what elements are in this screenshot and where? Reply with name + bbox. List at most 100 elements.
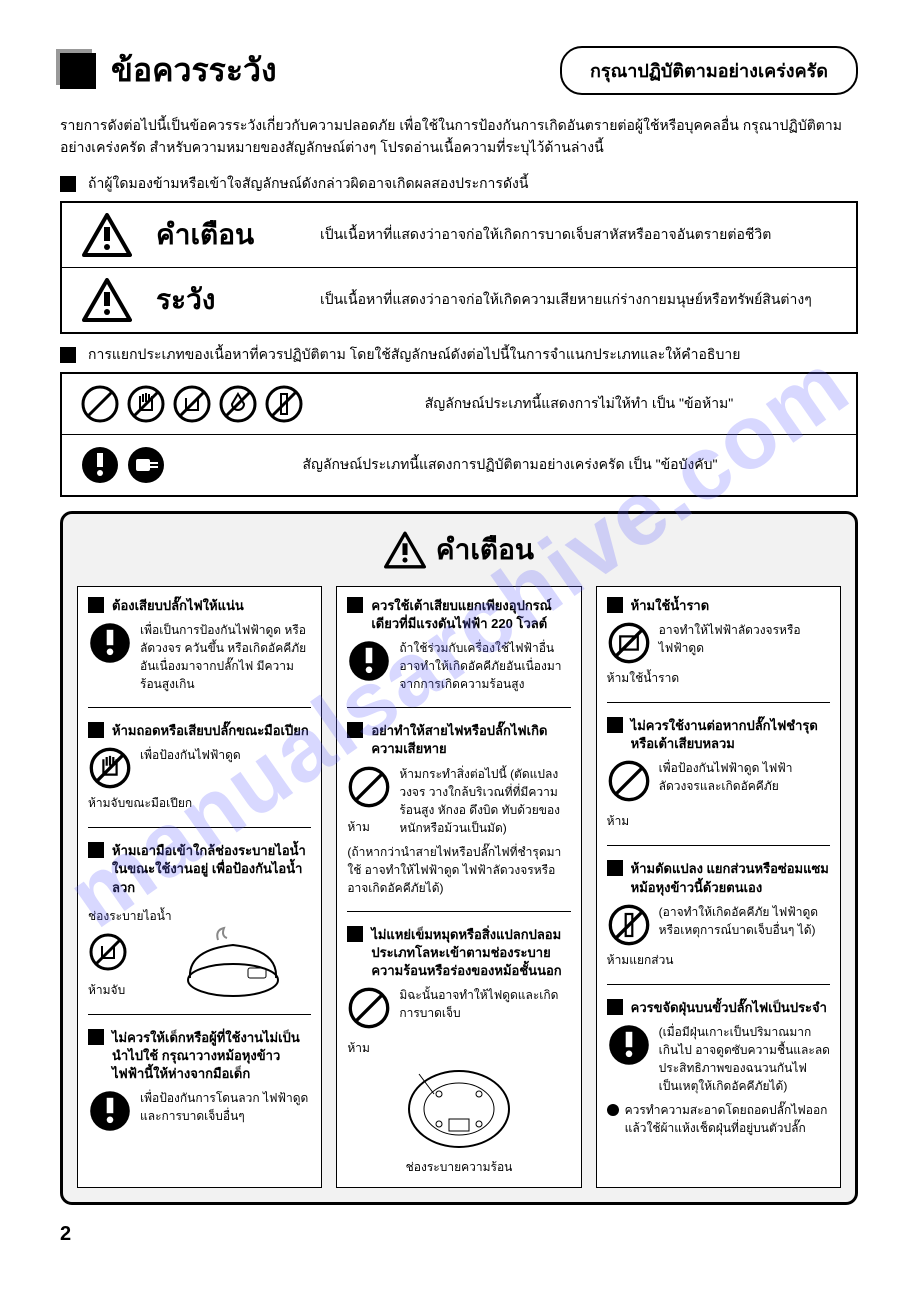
subhead-1-text: ถ้าผู้ใดมองข้ามหรือเข้าใจสัญลักษณ์ดังกล่…	[88, 173, 528, 195]
bullet-icon	[60, 347, 76, 363]
bullet-dot-icon	[607, 1104, 619, 1116]
item-text: (อาจทำให้เกิดอัคคีภัย ไฟฟ้าดูด หรือเหตุก…	[659, 903, 830, 939]
item-title: ไม่ควรให้เด็กหรือผู้ที่ใช้งานไม่เป็นนำไป…	[112, 1029, 311, 1084]
item-text: เพื่อเป็นการป้องกันไฟฟ้าดูด หรือลัดวงจร …	[140, 621, 311, 693]
bullet-icon	[88, 722, 104, 738]
item-title: อย่าทำให้สายไฟหรือปลั๊กไฟเกิดความเสียหาย	[371, 722, 570, 758]
caution-desc: เป็นเนื้อหาที่แสดงว่าอาจก่อให้เกิดความเส…	[320, 289, 836, 311]
item-text: เพื่อป้องกันการโดนลวก ไฟฟ้าดูดและการบาดเ…	[140, 1089, 311, 1125]
warning-row: คำเตือน เป็นเนื้อหาที่แสดงว่าอาจก่อให้เก…	[62, 203, 856, 267]
bullet-icon	[347, 926, 363, 942]
item-title: ต้องเสียบปลั๊กไฟให้แน่น	[112, 597, 244, 615]
warning-desc: เป็นเนื้อหาที่แสดงว่าอาจก่อให้เกิดการบาด…	[320, 224, 836, 246]
item-title: ควรขจัดฝุ่นบนขั้วปลั๊กไฟเป็นประจำ	[631, 999, 827, 1017]
item-title: ห้ามดัดแปลง แยกส่วนหรือซ่อมแซมหม้อหุงข้า…	[631, 860, 830, 896]
mandatory-row: สัญลักษณ์ประเภทนี้แสดงการปฏิบัติตามอย่าง…	[62, 434, 856, 495]
item-no-water-splash: ห้ามใช้น้ำราด อาจทำให้ไฟฟ้าลัดวงจรหรือไฟ…	[607, 597, 830, 688]
item-title: ไม่แหย่เข็มหมุดหรือสิ่งแปลกปลอมประเภทโลห…	[371, 926, 570, 981]
item-title: ห้ามถอดหรือเสียบปลั๊กขณะมือเปียก	[112, 722, 309, 740]
item-text: เพื่อป้องกันไฟฟ้าดูด ไฟฟ้าลัดวงจรและเกิด…	[659, 759, 830, 795]
no-touch-icon	[88, 932, 128, 972]
prohibition-desc: สัญลักษณ์ประเภทนี้แสดงการไม่ให้ทำ เป็น "…	[320, 393, 838, 415]
item-no-steam-hand: ห้ามเอามือเข้าใกล้ช่องระบายไอน้ำในขณะใช้…	[88, 842, 311, 1000]
item-keep-from-children: ไม่ควรให้เด็กหรือผู้ที่ใช้งานไม่เป็นนำไป…	[88, 1029, 311, 1134]
warning-triangle-icon	[384, 531, 426, 569]
item-no-cord-damage: อย่าทำให้สายไฟหรือปลั๊กไฟเกิดความเสียหาย…	[347, 722, 570, 896]
bullet-icon	[60, 176, 76, 192]
title-square-icon	[60, 53, 96, 89]
no-wet-hand-icon	[88, 746, 132, 790]
warning-col-2: ควรใช้เต้าเสียบแยกเพียงอุปกรณ์เดียวที่มี…	[336, 586, 581, 1188]
item-no-damaged-plug: ไม่ควรใช้งานต่อหากปลั๊กไฟชำรุดหรือเต้าเส…	[607, 717, 830, 831]
item-dedicated-outlet: ควรใช้เต้าเสียบแยกเพียงอุปกรณ์เดียวที่มี…	[347, 597, 570, 693]
item-no-metal-insert: ไม่แหย่เข็มหมุดหรือสิ่งแปลกปลอมประเภทโลห…	[347, 926, 570, 1178]
warning-panel-title: คำเตือน	[436, 528, 534, 572]
caution-row: ระวัง เป็นเนื้อหาที่แสดงว่าอาจก่อให้เกิด…	[62, 267, 856, 332]
no-disassemble-icon	[264, 384, 304, 424]
subhead-1: ถ้าผู้ใดมองข้ามหรือเข้าใจสัญลักษณ์ดังกล่…	[60, 173, 858, 195]
bullet-icon	[347, 597, 363, 613]
item-title: ห้ามเอามือเข้าใกล้ช่องระบายไอน้ำในขณะใช้…	[112, 842, 311, 897]
prohibit-icon	[347, 765, 391, 809]
no-water-icon	[607, 621, 651, 665]
item-caption: ห้ามจับ	[88, 981, 172, 1000]
bullet-icon	[607, 597, 623, 613]
item-caption: ห้ามจับขณะมือเปียก	[88, 794, 311, 813]
item-text: ถ้าใช้ร่วมกับเครื่องใช้ไฟฟ้าอื่น อาจทำให…	[399, 639, 570, 693]
bullet-icon	[88, 842, 104, 858]
item-clean-plug-dust: ควรขจัดฝุ่นบนขั้วปลั๊กไฟเป็นประจำ (เมื่อ…	[607, 999, 830, 1137]
item-caption: ห้าม	[607, 812, 651, 831]
mandatory-icon	[80, 445, 120, 485]
intro-text: รายการดังต่อไปนี้เป็นข้อควรระวังเกี่ยวกั…	[60, 114, 858, 159]
item-text: เพื่อป้องกันไฟฟ้าดูด	[140, 746, 241, 764]
warning-panel: คำเตือน ต้องเสียบปลั๊กไฟให้แน่น เพื่อเป็…	[60, 511, 858, 1205]
item-text: มิฉะนั้นอาจทำให้ไฟดูดและเกิดการบาดเจ็บ	[399, 986, 570, 1022]
no-disassemble-icon	[607, 903, 651, 947]
item-note: (ถ้าหากว่านำสายไฟหรือปลั๊กไฟที่ชำรุดมาใช…	[347, 843, 570, 897]
item-plug-firmly: ต้องเสียบปลั๊กไฟให้แน่น เพื่อเป็นการป้อง…	[88, 597, 311, 693]
warning-col-3: ห้ามใช้น้ำราด อาจทำให้ไฟฟ้าลัดวงจรหรือไฟ…	[596, 586, 841, 1188]
mandatory-icon	[347, 639, 391, 683]
item-text: อาจทำให้ไฟฟ้าลัดวงจรหรือไฟฟ้าดูด	[659, 621, 830, 657]
page-title: ข้อควรระวัง	[111, 45, 277, 96]
item-text: ห้ามกระทำสิ่งต่อไปนี้ (ตัดแปลงวงจร วางใก…	[399, 765, 570, 837]
bullet-icon	[607, 860, 623, 876]
warning-label: คำเตือน	[156, 213, 296, 257]
item-title: ไม่ควรใช้งานต่อหากปลั๊กไฟชำรุดหรือเต้าเส…	[631, 717, 830, 753]
bullet-icon	[607, 999, 623, 1015]
bullet-icon	[347, 722, 363, 738]
header: ข้อควรระวัง กรุณาปฏิบัติตามอย่างเคร่งครั…	[60, 45, 858, 96]
warning-triangle-icon	[82, 213, 132, 257]
instruction-pill: กรุณาปฏิบัติตามอย่างเคร่งครัด	[560, 46, 858, 95]
subhead-2: การแยกประเภทของเนื้อหาที่ควรปฏิบัติตาม โ…	[60, 344, 858, 366]
warning-panel-header: คำเตือน	[77, 528, 841, 572]
prohibition-row: สัญลักษณ์ประเภทนี้แสดงการไม่ให้ทำ เป็น "…	[62, 374, 856, 434]
subhead-2-text: การแยกประเภทของเนื้อหาที่ควรปฏิบัติตาม โ…	[88, 344, 740, 366]
item-no-disassemble: ห้ามดัดแปลง แยกส่วนหรือซ่อมแซมหม้อหุงข้า…	[607, 860, 830, 969]
item-title: ควรใช้เต้าเสียบแยกเพียงอุปกรณ์เดียวที่มี…	[371, 597, 570, 633]
item-caption: ห้ามแยกส่วน	[607, 951, 830, 970]
item-caption: ห้าม	[347, 1039, 391, 1058]
bullet-icon	[88, 1029, 104, 1045]
page-number: 2	[60, 1223, 858, 1246]
item-text: (เมื่อมีฝุ่นเกาะเป็นปริมาณมากเกินไป อาจด…	[659, 1023, 830, 1095]
item-caption: ห้าม	[347, 818, 391, 837]
caution-label: ระวัง	[156, 278, 296, 322]
mandatory-icon	[88, 621, 132, 665]
mandatory-icon	[88, 1089, 132, 1133]
bullet-icon	[607, 717, 623, 733]
prohibit-icon	[607, 759, 651, 803]
item-title: ห้ามใช้น้ำราด	[631, 597, 710, 615]
symbol-legend-box: สัญลักษณ์ประเภทนี้แสดงการไม่ให้ทำ เป็น "…	[60, 372, 858, 497]
rice-cooker-icon	[178, 920, 288, 1000]
no-water-icon	[218, 384, 258, 424]
mandatory-icon	[607, 1023, 651, 1067]
item-caption: ห้ามใช้น้ำราด	[607, 669, 830, 688]
bullet-icon	[88, 597, 104, 613]
warning-col-1: ต้องเสียบปลั๊กไฟให้แน่น เพื่อเป็นการป้อง…	[77, 586, 322, 1188]
heat-vent-label: ช่องระบายความร้อน	[347, 1158, 570, 1177]
prohibit-icon	[347, 986, 391, 1030]
unplug-icon	[126, 445, 166, 485]
item-note: ควรทำความสะอาดโดยถอดปลั๊กไฟออก แล้วใช้ผ้…	[625, 1101, 830, 1137]
item-no-wet-hand: ห้ามถอดหรือเสียบปลั๊กขณะมือเปียก เพื่อป้…	[88, 722, 311, 813]
